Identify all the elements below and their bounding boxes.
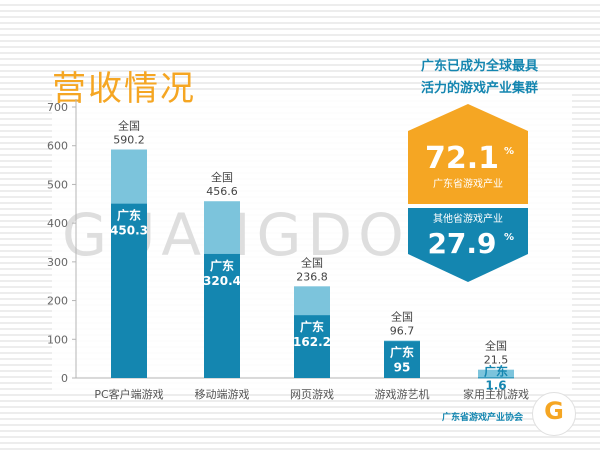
y-tick-label: 0 [61,372,68,385]
guangdong-value-label: 320.4 [203,274,241,288]
guangdong-value-label: 162.2 [293,335,331,349]
guangdong-value-label: 95 [394,361,411,375]
callout-line-2: 活力的游戏产业集群 [420,81,538,96]
y-tick-label: 400 [47,217,68,230]
callout-other-percent-sign: % [504,232,514,243]
callout-other-shape [408,208,528,282]
callout-headline: 广东已成为全球最具 活力的游戏产业集群 [368,56,538,100]
bar-guangdong [204,253,240,378]
national-series-label: 全国 [301,255,323,269]
category-label: PC客户端游戏 [94,387,163,401]
category-label: 游戏游艺机 [375,387,430,401]
national-value-label: 590.2 [113,134,145,147]
national-series-label: 全国 [118,119,140,133]
bar-guangdong [384,341,420,378]
y-tick-label: 700 [47,101,68,114]
national-series-label: 全国 [485,339,507,353]
org-logo: G [532,392,576,436]
guangdong-value-label: 450.3 [110,224,148,238]
callout-guangdong-percent: 72.1 [425,141,499,176]
guangdong-series-label: 广东 [117,208,141,223]
guangdong-value-label: 1.6 [485,379,506,393]
y-tick-label: 100 [47,333,68,346]
y-tick-label: 300 [47,256,68,269]
national-series-label: 全国 [211,170,233,184]
callout-line-1: 广东已成为全球最具 [420,59,538,74]
national-series-label: 全国 [391,310,413,324]
guangdong-series-label: 广东 [484,364,508,379]
guangdong-series-label: 广东 [300,319,324,334]
callout-other-percent: 27.9 [427,227,496,260]
bar-guangdong [478,377,514,379]
category-label: 网页游戏 [290,388,334,401]
bar-guangdong [111,203,147,378]
footer-org: 广东省游戏产业协会 [442,413,524,423]
national-value-label: 456.6 [206,185,238,198]
bar-guangdong [294,315,330,378]
callout-guangdong-shape [408,104,528,204]
category-label: 家用主机游戏 [463,387,529,401]
callout-guangdong-label: 广东省游戏产业 [433,177,503,190]
logo-g-mark: G [544,397,564,425]
national-value-label: 236.8 [296,270,328,283]
guangdong-series-label: 广东 [390,345,414,360]
national-value-label: 21.5 [484,354,509,367]
guangdong-series-label: 广东 [210,258,234,273]
callout-other-label: 其他省游戏产业 [433,212,503,225]
bar-national [478,369,514,378]
y-tick-label: 600 [47,140,68,153]
national-value-label: 96.7 [390,325,415,338]
y-tick-label: 200 [47,295,68,308]
callout-guangdong-percent-sign: % [504,146,514,157]
category-label: 移动端游戏 [195,388,250,401]
y-tick-label: 500 [47,178,68,191]
